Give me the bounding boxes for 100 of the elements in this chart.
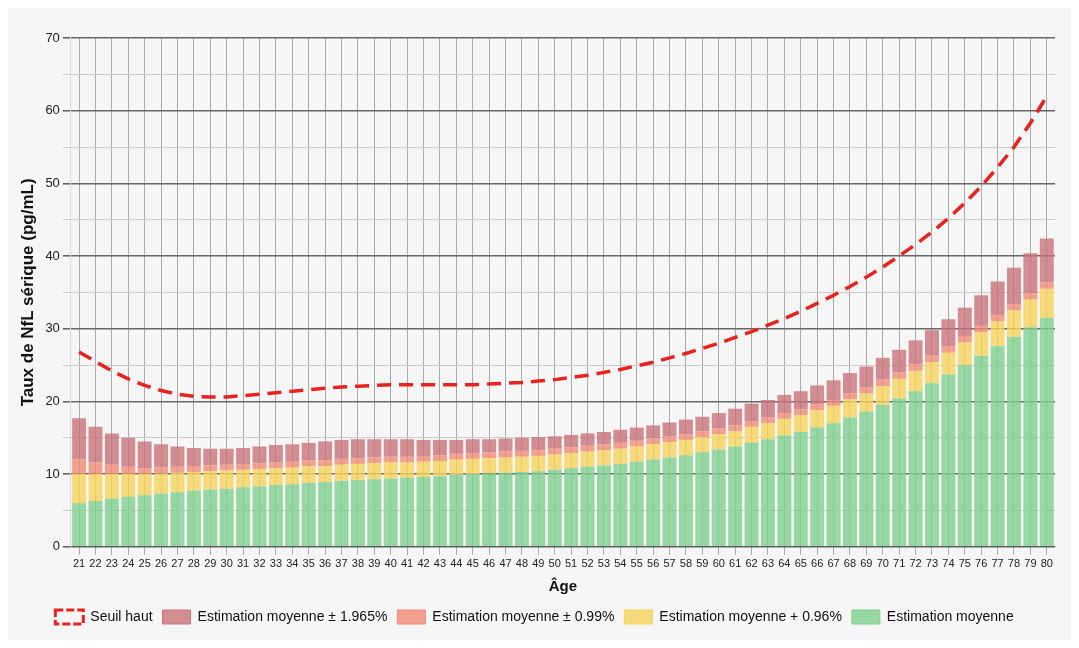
x-tick-label: 74: [942, 557, 955, 570]
bar: [892, 372, 907, 379]
bar: [236, 487, 251, 546]
bar: [285, 467, 300, 485]
bar: [728, 431, 743, 447]
x-tick-label: 76: [975, 557, 988, 570]
bar: [843, 417, 857, 546]
bar: [449, 474, 464, 546]
bar: [793, 409, 808, 416]
bar: [892, 378, 907, 399]
x-tick-label: 25: [138, 557, 151, 570]
bar: [514, 437, 529, 451]
bar: [465, 453, 480, 459]
bar: [400, 477, 415, 546]
x-tick-label: 43: [433, 557, 447, 570]
x-tick-label: 42: [417, 557, 430, 570]
bar: [941, 352, 956, 375]
legend-label: Estimation moyenne + 0.96%: [659, 607, 842, 624]
bar: [334, 458, 349, 465]
x-tick-label: 21: [72, 557, 86, 570]
bar: [318, 482, 333, 546]
bar: [646, 444, 661, 460]
bar: [662, 457, 677, 546]
bar: [629, 446, 644, 462]
bar: [629, 427, 644, 441]
bar: [826, 380, 841, 400]
x-tick-label: 79: [1024, 557, 1037, 570]
y-tick-label: 40: [45, 247, 60, 263]
bar: [941, 346, 956, 353]
bar: [498, 472, 513, 546]
legend-label: Seuil haut: [90, 607, 153, 624]
bar: [137, 495, 152, 546]
bar: [564, 434, 579, 448]
bar: [646, 438, 661, 445]
x-axis-title: Âge: [548, 577, 578, 595]
bar: [285, 461, 300, 468]
bar: [547, 436, 562, 449]
bar: [1039, 317, 1054, 546]
bar: [859, 393, 874, 412]
bar: [990, 314, 1005, 322]
x-tick-label: 64: [778, 557, 791, 570]
bar: [203, 465, 218, 472]
bar: [613, 448, 628, 464]
bar: [432, 439, 447, 456]
bar: [318, 460, 333, 467]
bar: [990, 346, 1005, 546]
bar: [350, 439, 365, 459]
bar: [170, 492, 185, 546]
bar: [793, 391, 808, 410]
bar: [678, 419, 693, 435]
bar: [728, 446, 743, 546]
x-tick-label: 32: [253, 557, 266, 570]
bar: [268, 445, 283, 463]
bar: [416, 455, 431, 462]
bar: [957, 307, 972, 337]
bar: [1023, 327, 1038, 546]
bar: [564, 468, 579, 546]
bar: [482, 473, 497, 546]
bar: [744, 442, 759, 546]
x-tick-label: 61: [729, 557, 742, 570]
x-tick-label: 59: [696, 557, 709, 570]
bar: [203, 471, 218, 490]
x-tick-label: 48: [515, 557, 529, 570]
bar: [613, 442, 628, 449]
bar: [925, 330, 939, 356]
y-tick-label: 20: [45, 393, 60, 409]
bar: [793, 431, 808, 546]
bar: [203, 489, 218, 546]
x-tick-label: 80: [1040, 557, 1053, 570]
bar: [974, 355, 989, 546]
x-tick-label: 22: [89, 557, 102, 570]
bar: [711, 428, 726, 435]
x-tick-label: 28: [187, 557, 200, 570]
bar: [760, 423, 775, 440]
bar: [482, 458, 497, 474]
x-tick-label: 71: [893, 557, 906, 570]
bar: [137, 468, 152, 475]
bar: [88, 474, 103, 502]
bar: [1039, 288, 1054, 318]
bar: [252, 469, 267, 487]
bar: [810, 410, 825, 428]
bar: [432, 455, 447, 462]
x-tick-label: 75: [958, 557, 971, 570]
bar: [629, 461, 644, 546]
bar: [170, 466, 185, 473]
bar: [121, 466, 136, 475]
bar: [383, 439, 398, 457]
bar: [514, 450, 529, 457]
bar: [662, 422, 677, 437]
bar: [367, 439, 382, 458]
x-tick-label: 36: [318, 557, 332, 570]
bar: [695, 437, 710, 453]
x-tick-label: 55: [630, 557, 643, 570]
bar: [695, 431, 710, 438]
x-tick-label: 50: [548, 557, 561, 570]
x-tick-label: 38: [351, 557, 365, 570]
bar: [334, 464, 349, 481]
bar: [564, 447, 579, 454]
bar: [154, 473, 169, 494]
bar: [416, 477, 431, 546]
